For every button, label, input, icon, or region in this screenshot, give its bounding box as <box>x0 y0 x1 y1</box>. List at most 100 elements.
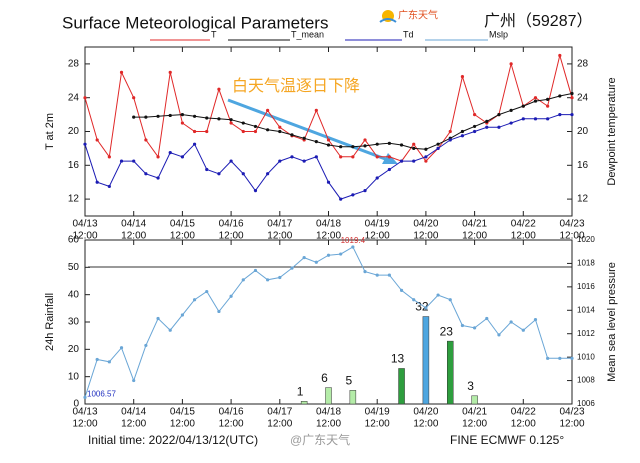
series-point <box>509 121 513 125</box>
series-point <box>156 316 160 321</box>
series-point <box>570 96 574 100</box>
series-point <box>375 155 379 159</box>
y2-tick-label: 1018 <box>577 259 595 268</box>
series-point <box>436 293 440 297</box>
x-tick-date: 04/20 <box>413 219 438 230</box>
y2-tick-label: 1020 <box>577 235 595 244</box>
model: FINE ECMWF 0.125° <box>450 433 564 447</box>
series-point <box>253 189 258 193</box>
series-point <box>83 142 87 146</box>
series-point <box>217 117 221 121</box>
logo-text: 广东天气 <box>398 9 438 22</box>
series-point <box>424 306 428 310</box>
plot-frame <box>84 46 573 217</box>
x-tick-time: 12:00 <box>267 419 292 430</box>
y-axis-label: 24h Rainfall <box>44 293 56 351</box>
series-point <box>521 328 525 332</box>
x-tick-time: 12:00 <box>170 231 195 242</box>
rain-bar <box>325 387 332 405</box>
x-tick-time: 12:00 <box>511 419 536 430</box>
y-tick-label: 10 <box>68 371 80 382</box>
legend-label: Mslp <box>489 29 508 39</box>
y2-tick-label: 1016 <box>577 282 595 291</box>
series-point <box>399 288 404 292</box>
series-point <box>217 87 221 91</box>
series-point <box>558 53 562 58</box>
series-point <box>363 138 367 142</box>
series-point <box>180 155 184 159</box>
rain-label: 1 <box>297 384 304 398</box>
watermark: @广东天气 <box>290 432 350 447</box>
series-point <box>95 180 99 184</box>
y2-tick-label: 16 <box>577 160 589 171</box>
series-point <box>460 323 465 328</box>
series-point <box>132 96 136 100</box>
x-tick-time: 12:00 <box>72 231 97 242</box>
x-tick-date: 04/20 <box>413 407 438 418</box>
series-point <box>229 294 233 298</box>
rain-bar <box>349 390 357 405</box>
series-point <box>314 140 318 144</box>
y-tick-label: 24 <box>68 92 80 103</box>
series-point <box>460 134 465 138</box>
logo <box>379 10 397 23</box>
x-tick-time: 12:00 <box>219 231 244 242</box>
series-point <box>533 318 538 322</box>
series-point <box>399 159 404 163</box>
rain-label: 3 <box>467 379 474 393</box>
y-tick-label: 12 <box>68 194 80 205</box>
series-point <box>290 155 294 159</box>
y2-tick-label: 24 <box>577 92 589 103</box>
series-point <box>168 328 172 332</box>
series-point <box>205 289 209 294</box>
series-point <box>558 113 562 117</box>
series-point <box>509 62 513 66</box>
x-tick-date: 04/14 <box>121 219 146 230</box>
initial-time: Initial time: 2022/04/13/12(UTC) <box>88 433 258 447</box>
series-point <box>217 309 221 314</box>
y2-tick-label: 1008 <box>577 376 595 385</box>
y-tick-label: 20 <box>68 344 80 355</box>
series-line <box>84 246 572 398</box>
series-point <box>497 333 501 337</box>
x-tick-date: 04/15 <box>170 407 195 418</box>
series-point <box>132 159 136 163</box>
series-point <box>241 121 245 125</box>
series-point <box>570 113 574 117</box>
series-point <box>546 356 550 360</box>
series-point <box>485 125 489 129</box>
y2-tick-label: 12 <box>577 194 589 205</box>
series-point <box>533 96 538 100</box>
x-tick-date: 04/19 <box>365 407 390 418</box>
series-point <box>180 113 184 117</box>
series-point <box>570 356 574 360</box>
series-point <box>278 275 282 280</box>
y2-axis-label: Dewpoint temperature <box>606 77 618 185</box>
series-point <box>205 129 209 134</box>
x-tick-time: 12:00 <box>72 419 97 430</box>
series-point <box>314 155 318 159</box>
y-tick-label: 40 <box>68 289 80 300</box>
series-point <box>168 113 172 118</box>
series-point <box>192 114 197 118</box>
series-point <box>132 378 136 383</box>
series-point <box>119 346 124 350</box>
series-point <box>558 356 562 360</box>
series-point <box>473 113 477 117</box>
x-tick-time: 12:00 <box>365 419 390 430</box>
series-point <box>533 117 538 121</box>
x-tick-date: 04/13 <box>72 219 97 230</box>
series-point <box>314 108 318 112</box>
x-tick-date: 04/13 <box>72 407 97 418</box>
series-point <box>95 357 99 362</box>
x-tick-time: 12:00 <box>121 419 146 430</box>
series-point <box>326 138 331 142</box>
x-tick-time: 12:00 <box>511 231 536 242</box>
series-point <box>168 151 172 155</box>
y-tick-label: 50 <box>68 262 80 273</box>
series-point <box>278 159 282 163</box>
series-point <box>266 108 270 112</box>
y2-tick-label: 1012 <box>577 329 595 338</box>
series-point <box>253 124 258 129</box>
series-point <box>387 155 391 159</box>
